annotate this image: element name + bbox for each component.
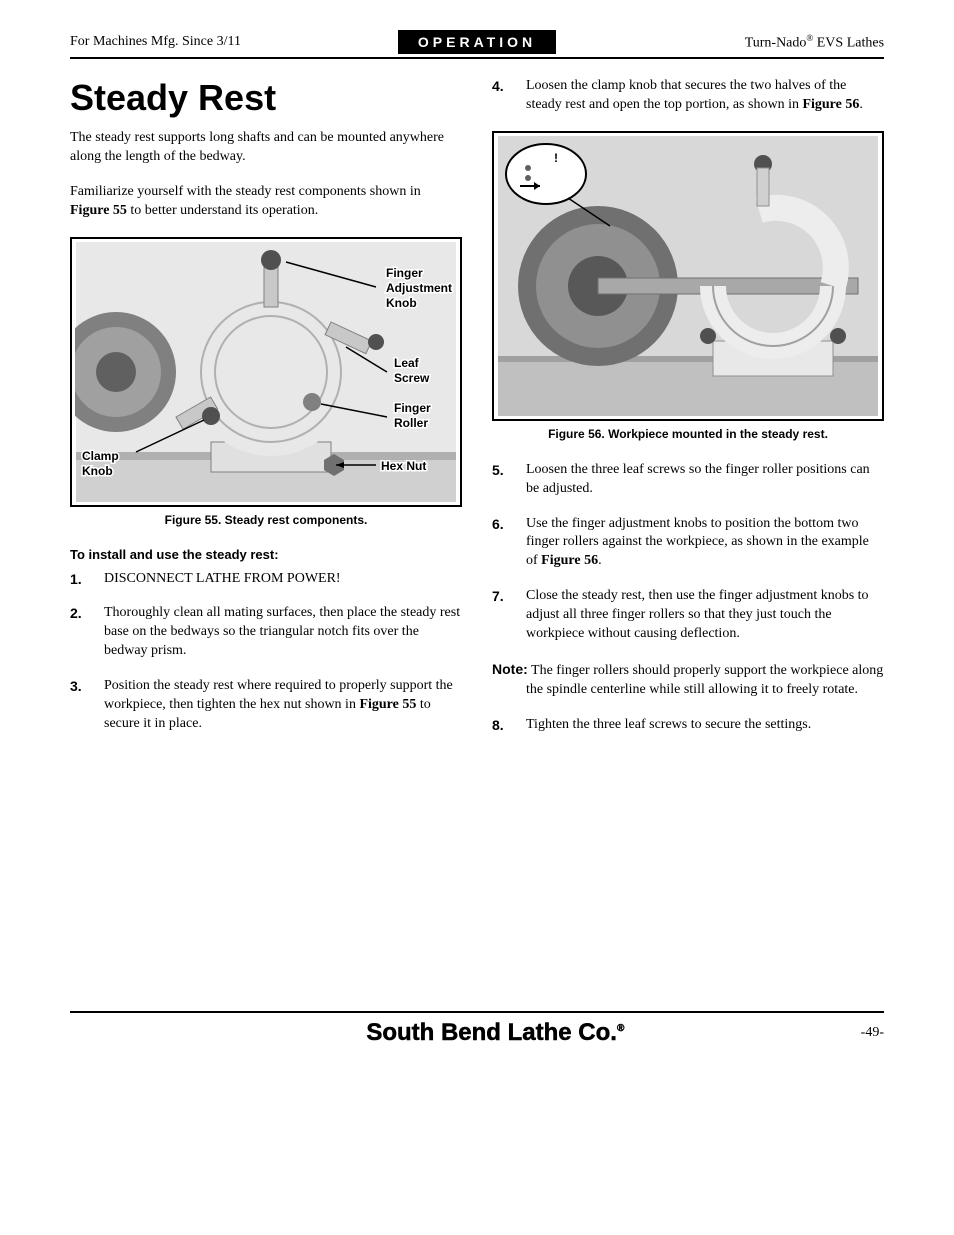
label-froller-2: Roller: [394, 416, 428, 430]
step3-figref: Figure 55: [359, 697, 416, 712]
label-leaf-2: Screw: [394, 371, 430, 385]
header-product-pre: Turn-Nado: [745, 35, 807, 50]
steps-list-right-5-7: Loosen the three leaf screws so the fing…: [492, 461, 884, 644]
right-column: Loosen the clamp knob that secures the t…: [492, 77, 884, 751]
step-1: DISCONNECT LATHE FROM POWER!: [70, 570, 462, 589]
footer-page-number: -49-: [861, 1025, 884, 1041]
step-7: Close the steady rest, then use the fing…: [492, 587, 884, 644]
footer-logo: South Bend Lathe Co.®: [130, 1019, 861, 1047]
step4-figref: Figure 56: [802, 97, 859, 112]
step-8: Tighten the three leaf screws to secure …: [492, 716, 884, 735]
step4-post: .: [859, 97, 863, 112]
note-paragraph: Note: The finger rollers should properly…: [492, 660, 884, 700]
figure-55-svg: Finger Adjustment Knob Leaf Screw Finger…: [75, 242, 457, 502]
install-subhead: To install and use the steady rest:: [70, 547, 462, 562]
svg-text:!: !: [554, 151, 558, 165]
page-footer: South Bend Lathe Co.® -49-: [70, 1013, 884, 1047]
figure-56-svg: !: [497, 136, 879, 416]
label-finger-adj-1: Finger: [386, 266, 423, 280]
footer-logo-reg: ®: [617, 1023, 624, 1034]
steps-list-right-top: Loosen the clamp knob that secures the t…: [492, 77, 884, 115]
figure-56-caption: Figure 56. Workpiece mounted in the stea…: [492, 427, 884, 441]
header-right-text: Turn-Nado® EVS Lathes: [556, 33, 884, 52]
header-section-tab: OPERATION: [398, 30, 556, 54]
label-hex: Hex Nut: [381, 459, 426, 473]
label-leaf-1: Leaf: [394, 356, 420, 370]
header-product-post: EVS Lathes: [813, 35, 884, 50]
label-clamp-1: Clamp: [82, 449, 119, 463]
footer-logo-text: South Bend Lathe Co.: [366, 1019, 617, 1046]
step-5: Loosen the three leaf screws so the fing…: [492, 461, 884, 499]
step-6: Use the finger adjustment knobs to posit…: [492, 515, 884, 572]
note-label: Note:: [492, 661, 528, 677]
note-text: The finger rollers should properly suppo…: [526, 663, 883, 697]
para2-pre: Familiarize yourself with the steady res…: [70, 184, 421, 199]
page-header: For Machines Mfg. Since 3/11 OPERATION T…: [70, 30, 884, 59]
label-finger-adj-2: Adjustment: [386, 281, 452, 295]
step4-pre: Loosen the clamp knob that secures the t…: [526, 78, 846, 112]
para2-figref: Figure 55: [70, 203, 127, 218]
label-finger-adj-3: Knob: [386, 296, 417, 310]
step6-figref: Figure 56: [541, 553, 598, 568]
content-columns: Steady Rest The steady rest supports lon…: [70, 77, 884, 751]
header-left-text: For Machines Mfg. Since 3/11: [70, 34, 398, 50]
intro-paragraph-2: Familiarize yourself with the steady res…: [70, 183, 462, 221]
step-2: Thoroughly clean all mating surfaces, th…: [70, 604, 462, 661]
figure-55: Finger Adjustment Knob Leaf Screw Finger…: [70, 237, 462, 507]
step6-post: .: [598, 553, 602, 568]
figure-56: !: [492, 131, 884, 421]
step-4: Loosen the clamp knob that secures the t…: [492, 77, 884, 115]
section-title: Steady Rest: [70, 77, 462, 119]
steps-list-right-8: Tighten the three leaf screws to secure …: [492, 716, 884, 735]
left-column: Steady Rest The steady rest supports lon…: [70, 77, 462, 751]
figure-55-caption: Figure 55. Steady rest components.: [70, 513, 462, 527]
label-froller-1: Finger: [394, 401, 431, 415]
intro-paragraph-1: The steady rest supports long shafts and…: [70, 129, 462, 167]
steps-list-left: DISCONNECT LATHE FROM POWER! Thoroughly …: [70, 570, 462, 734]
para2-post: to better understand its operation.: [127, 203, 318, 218]
label-clamp-2: Knob: [82, 464, 113, 478]
step-3: Position the steady rest where required …: [70, 677, 462, 734]
